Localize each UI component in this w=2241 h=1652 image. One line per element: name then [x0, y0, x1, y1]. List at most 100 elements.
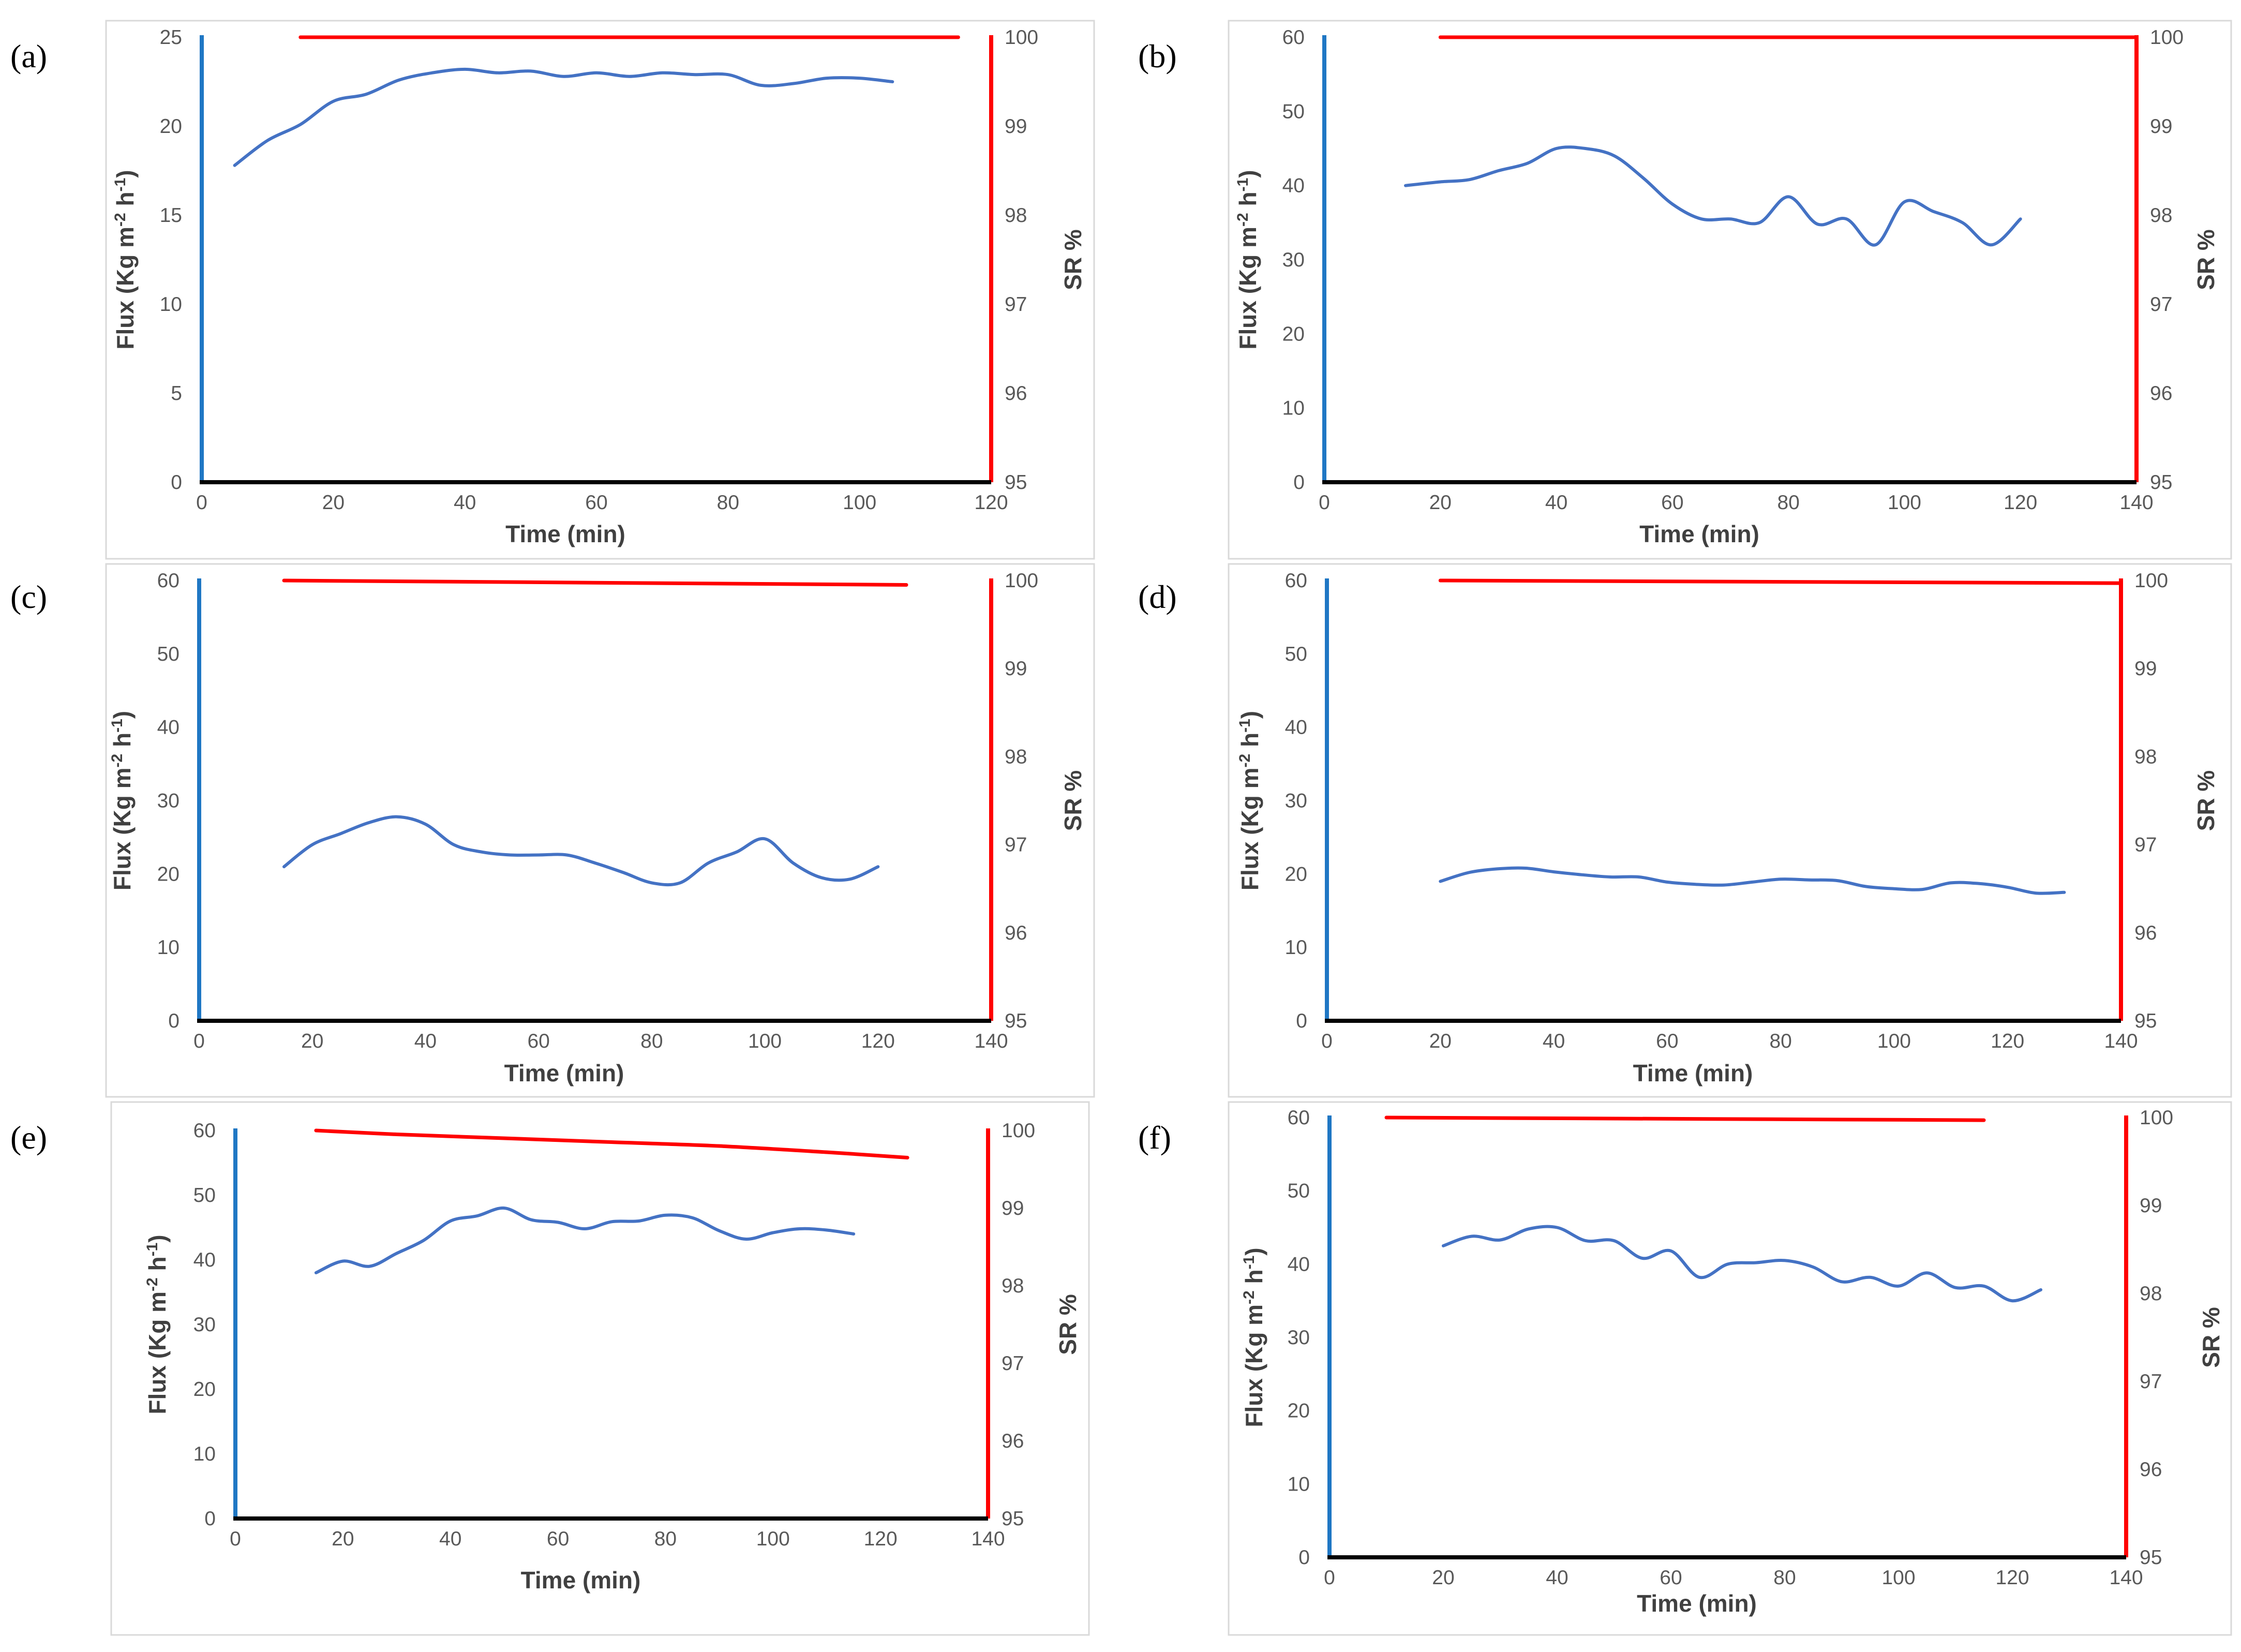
chart-panel: (b) 0 20 40 60 80 100 120 140 0 10 20 30 40 50 60 95 96 97…	[1138, 20, 2232, 560]
y-tick-label: 30	[157, 790, 180, 812]
y-axis-title: Flux (Kg m-2 h-1)	[112, 170, 139, 349]
y-tick-label: 60	[193, 1120, 216, 1142]
x-tick-label: 20	[1429, 492, 1452, 514]
y-axis-title-superscript: -1	[1234, 178, 1251, 192]
y2-tick-label: 95	[2140, 1546, 2162, 1569]
panel-frame	[110, 1101, 1090, 1636]
y2-tick-label: 97	[2134, 834, 2157, 856]
y-axis-title-part: h	[1234, 191, 1261, 213]
y2-axis-title: SR %	[2192, 229, 2219, 290]
x-tick-label: 80	[654, 1528, 677, 1550]
y2-tick-label: 98	[2150, 204, 2172, 227]
y-axis-title-superscript: -2	[109, 754, 126, 768]
y-axis-title-part: )	[144, 1234, 171, 1242]
y-axis-title-superscript: -2	[1236, 754, 1253, 768]
y-axis-title-superscript: -2	[144, 1277, 161, 1291]
x-tick-label: 120	[861, 1030, 895, 1052]
y2-tick-label: 95	[1005, 471, 1027, 494]
chart-panel: (a) 0 20 40 60 80 100 120 0 5 10 15 20 25 95 96 97 98 99 10…	[10, 20, 1095, 560]
panel-label: (c)	[10, 578, 47, 615]
y-tick-label: 20	[193, 1378, 216, 1401]
x-tick-label: 40	[414, 1030, 437, 1052]
x-axis-title: Time (min)	[1633, 1060, 1753, 1087]
y2-tick-label: 99	[1002, 1197, 1024, 1219]
chart-panel: (f) 0 20 40 60 80 100 120 140 0 10 20 30 40 50 60 95 96 97…	[1138, 1101, 2232, 1636]
y-axis-title-part: h	[112, 191, 139, 213]
y-tick-label: 30	[193, 1314, 216, 1336]
y2-tick-label: 97	[1002, 1352, 1024, 1375]
y-tick-label: 20	[1282, 323, 1305, 345]
y-axis-title: Flux (Kg m-2 h-1)	[1236, 711, 1264, 890]
x-tick-label: 100	[748, 1030, 782, 1052]
x-tick-label: 100	[1877, 1030, 1911, 1052]
flux-series-line	[1442, 1225, 2042, 1303]
y-tick-label: 0	[1293, 471, 1305, 494]
y-axis-title-superscript: -1	[1241, 1256, 1258, 1270]
y2-tick-label: 99	[1005, 115, 1027, 138]
panel-frame	[105, 563, 1095, 1098]
y-axis-title-part: h	[144, 1256, 171, 1277]
y2-axis-title: SR %	[2198, 1307, 2224, 1368]
x-tick-label: 100	[756, 1528, 790, 1550]
y-axis-title: Flux (Kg m-2 h-1)	[144, 1234, 171, 1414]
x-tick-label: 140	[974, 1030, 1008, 1052]
y-tick-label: 10	[1288, 1473, 1310, 1495]
flux-series-line	[282, 815, 880, 887]
x-tick-label: 20	[301, 1030, 323, 1052]
x-tick-label: 0	[196, 492, 207, 514]
y2-tick-label: 100	[1005, 570, 1038, 592]
flux-series-line	[1439, 866, 2066, 895]
y-axis-title-part: h	[1236, 733, 1263, 754]
y2-tick-label: 96	[1005, 382, 1027, 405]
x-axis-title: Time (min)	[1637, 1590, 1757, 1617]
y-axis-title-part: Flux (Kg m	[1236, 767, 1263, 890]
y2-tick-label: 96	[2150, 382, 2172, 405]
y-tick-label: 40	[193, 1249, 216, 1271]
chart-panel: (d) 0 20 40 60 80 100 120 140 0 10 20 30 40 50 60 95 96 97…	[1138, 563, 2232, 1098]
y-tick-label: 0	[1296, 1010, 1307, 1032]
x-tick-label: 20	[332, 1528, 354, 1550]
y-tick-label: 50	[1288, 1180, 1310, 1202]
panel-label: (d)	[1138, 578, 1177, 615]
y-axis-title-part: Flux (Kg m	[109, 767, 136, 890]
y-tick-label: 40	[1285, 717, 1307, 739]
y-tick-label: 10	[157, 936, 180, 959]
sr-series-line	[314, 1128, 909, 1159]
y2-tick-label: 100	[2150, 26, 2184, 49]
x-tick-label: 60	[527, 1030, 549, 1052]
y-axis-title-part: )	[109, 711, 136, 719]
y-tick-label: 30	[1285, 790, 1307, 812]
y-axis-title-part: )	[112, 170, 139, 177]
x-axis-title: Time (min)	[521, 1567, 641, 1594]
y2-tick-label: 98	[2134, 746, 2157, 768]
y-tick-label: 60	[1282, 26, 1305, 49]
y-axis-title-superscript: -1	[144, 1243, 161, 1257]
panel-frame	[1228, 1101, 2232, 1636]
y-axis-title-superscript: -2	[1241, 1290, 1258, 1304]
y-axis-title: Flux (Kg m-2 h-1)	[109, 711, 136, 890]
panel-frame	[105, 20, 1095, 560]
x-tick-label: 140	[971, 1528, 1005, 1550]
y-tick-label: 30	[1288, 1327, 1310, 1349]
y-tick-label: 40	[1288, 1253, 1310, 1275]
x-tick-label: 60	[1656, 1030, 1678, 1052]
y-tick-label: 10	[193, 1443, 216, 1465]
y2-tick-label: 99	[2150, 115, 2172, 138]
x-tick-label: 140	[2109, 1567, 2143, 1589]
panel-label: (f)	[1138, 1119, 1171, 1156]
x-tick-label: 40	[1546, 1567, 1568, 1589]
y2-tick-label: 96	[1002, 1430, 1024, 1452]
x-tick-label: 120	[1995, 1567, 2029, 1589]
y2-axis-title: SR %	[1054, 1294, 1081, 1355]
sr-series-line	[282, 578, 908, 587]
y2-tick-label: 100	[2134, 570, 2168, 592]
y-axis-title-part: Flux (Kg m	[112, 227, 139, 350]
x-axis-title: Time (min)	[1639, 520, 1759, 547]
x-axis-title: Time (min)	[505, 520, 625, 547]
y2-axis-title: SR %	[1059, 770, 1086, 831]
y2-tick-label: 100	[1002, 1120, 1035, 1142]
x-tick-label: 80	[1777, 492, 1799, 514]
y-tick-label: 0	[171, 471, 182, 494]
y-axis-title-part: )	[1241, 1247, 1267, 1255]
x-tick-label: 0	[193, 1030, 205, 1052]
